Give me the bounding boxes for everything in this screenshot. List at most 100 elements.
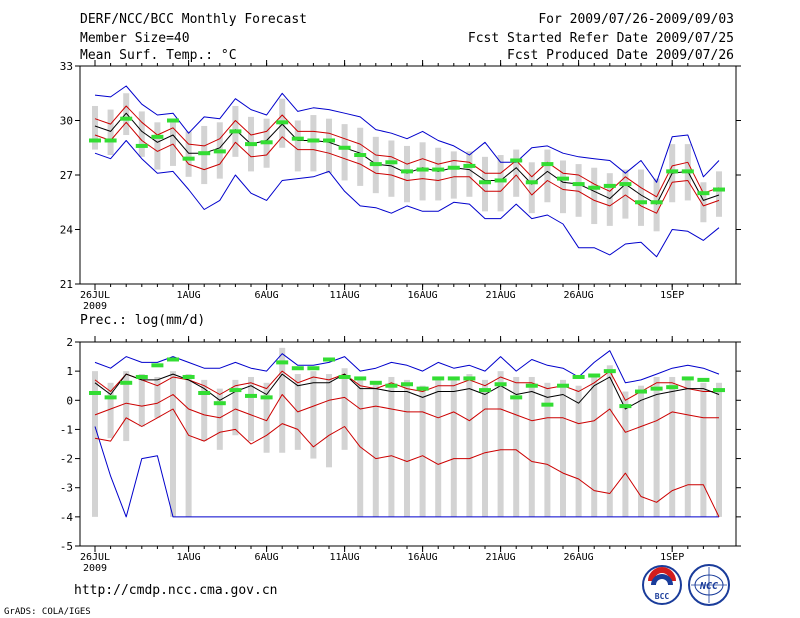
obs-marker [291, 366, 304, 371]
spread-box [622, 391, 629, 517]
spread-box [653, 376, 660, 517]
obs-marker [369, 380, 382, 385]
x-tick-label: 26JUL [80, 290, 110, 301]
obs-marker [291, 136, 304, 141]
obs-marker [619, 404, 632, 409]
obs-marker [463, 163, 476, 168]
x-tick-label: 6AUG [255, 290, 279, 301]
obs-marker [416, 386, 429, 391]
obs-marker [198, 391, 211, 395]
spread-box [185, 374, 192, 517]
obs-marker [369, 162, 382, 167]
spread-box [341, 368, 348, 450]
obs-marker [135, 374, 148, 379]
obs-marker [338, 145, 351, 150]
series-line-min [94, 426, 719, 518]
precip-panel-title: Prec.: log(mm/d) [80, 313, 205, 328]
x-tick-sublabel: 2009 [83, 301, 107, 312]
spread-box [216, 388, 223, 450]
spread-box [466, 151, 473, 197]
obs-marker [354, 153, 367, 158]
obs-marker [510, 158, 523, 163]
obs-marker [635, 200, 647, 205]
spread-box [638, 385, 644, 517]
x-tick-label: 26AUG [564, 290, 594, 301]
obs-marker [135, 143, 148, 148]
obs-marker [401, 382, 413, 387]
obs-marker [713, 187, 725, 192]
spread-box [92, 371, 98, 517]
obs-marker [151, 134, 164, 139]
x-tick-label: 1SEP [660, 552, 684, 563]
spread-box [606, 365, 613, 517]
spread-box [123, 371, 130, 442]
obs-marker [635, 389, 647, 394]
spread-box [404, 145, 410, 203]
spread-box [622, 169, 629, 219]
x-tick-label: 11AUG [330, 290, 360, 301]
spread-box [107, 109, 114, 156]
spread-box [450, 151, 457, 199]
obs-marker [572, 182, 585, 187]
spread-box [310, 115, 317, 172]
ncc-logo-text: NCC [699, 581, 718, 592]
obs-marker [588, 185, 601, 190]
obs-marker [89, 138, 101, 143]
obs-marker [182, 374, 195, 379]
header-start-date: Fcst Started Refer Date 2009/07/25 [467, 31, 734, 46]
spread-box [138, 111, 145, 157]
series-line-max [94, 350, 720, 384]
spread-box [700, 382, 707, 517]
obs-marker [713, 388, 725, 393]
obs-marker [276, 360, 289, 365]
obs-marker [245, 393, 257, 398]
y-tick-label: 0 [66, 394, 73, 407]
spread-box [544, 149, 551, 203]
grads-credit: GrADS: COLA/IGES [4, 607, 91, 617]
series-line-min [94, 140, 720, 258]
spread-box [497, 371, 504, 517]
spread-box [716, 171, 722, 217]
spread-box [123, 93, 130, 136]
spread-box [575, 164, 582, 217]
header-produced-date: Fcst Produced Date 2009/07/26 [507, 48, 734, 63]
obs-marker [666, 169, 679, 174]
obs-marker [182, 156, 195, 161]
spread-box [513, 376, 520, 517]
obs-marker [385, 383, 398, 388]
obs-marker [260, 140, 273, 145]
x-tick-label: 21AUG [486, 552, 516, 563]
x-tick-label: 1AUG [177, 552, 201, 563]
y-tick-label: 2 [66, 336, 73, 349]
series-line-mean [94, 373, 720, 410]
obs-marker [229, 388, 242, 393]
obs-marker [104, 395, 117, 400]
spread-box [528, 376, 535, 517]
spread-box [170, 118, 176, 166]
obs-marker [198, 151, 211, 156]
spread-box [591, 167, 598, 225]
obs-marker [697, 377, 710, 382]
y-tick-label: 21 [60, 278, 73, 291]
obs-marker [494, 382, 507, 387]
obs-marker [167, 357, 179, 362]
obs-marker [463, 376, 476, 381]
obs-marker [307, 366, 320, 371]
spread-box [466, 374, 473, 517]
obs-marker [229, 129, 242, 134]
y-tick-label: -5 [60, 540, 73, 553]
spread-box [669, 376, 676, 517]
obs-marker [541, 402, 554, 407]
spread-box [716, 382, 722, 517]
spread-box [606, 173, 613, 226]
spread-box [653, 178, 660, 232]
obs-marker [89, 391, 101, 395]
spread-box [154, 122, 161, 170]
spread-box [294, 120, 301, 172]
x-tick-label: 16AUG [408, 290, 438, 301]
axis-frame [79, 341, 737, 547]
spread-box [232, 379, 239, 436]
obs-marker [588, 373, 601, 378]
